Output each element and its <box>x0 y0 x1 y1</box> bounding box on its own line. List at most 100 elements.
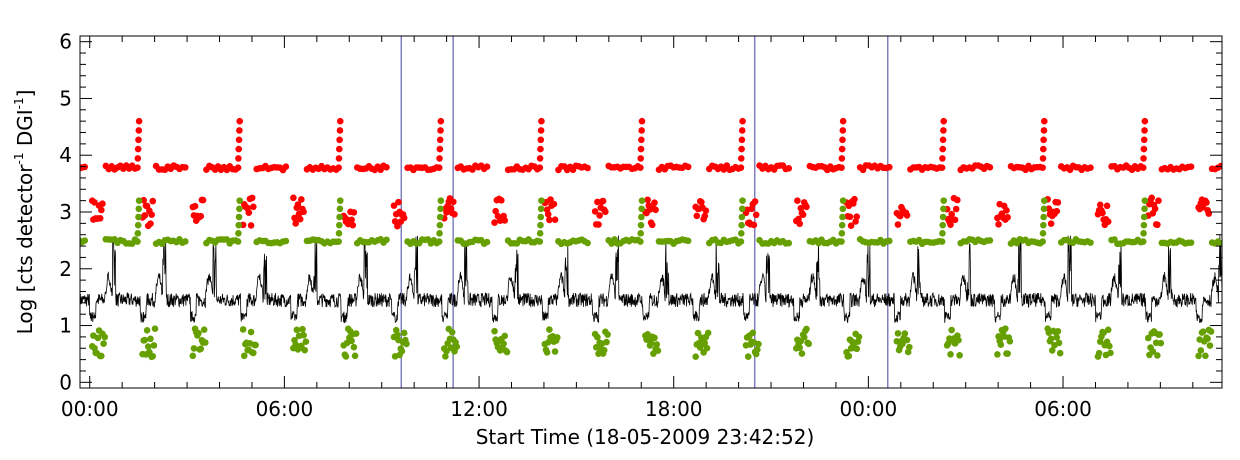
red-series-point <box>599 197 607 205</box>
green-series-point <box>785 239 793 247</box>
red-series-point <box>851 195 858 203</box>
green-series-point <box>537 221 544 229</box>
green-series-point <box>1139 238 1147 245</box>
green-series-point <box>100 340 107 347</box>
red-series-point <box>847 222 855 229</box>
green-series-point <box>647 339 655 347</box>
red-series-point <box>652 206 659 214</box>
green-series-point <box>40 352 47 359</box>
x-tick-label: 00:00 <box>840 397 898 421</box>
red-series-point <box>292 220 299 227</box>
green-series-point <box>551 348 559 355</box>
green-series-point <box>436 213 444 221</box>
green-series-point <box>350 343 358 351</box>
red-series-point <box>44 206 51 213</box>
x-tick-label: 06:00 <box>1034 397 1092 421</box>
red-series-point <box>348 216 355 224</box>
red-series-point <box>751 198 759 205</box>
green-series-point <box>51 346 58 353</box>
red-series-point <box>538 117 545 125</box>
red-series-point <box>290 194 297 202</box>
green-series-point <box>336 213 343 221</box>
red-series-point <box>234 164 242 172</box>
green-series-point <box>1106 342 1113 350</box>
green-series-point <box>149 352 157 360</box>
green-series-point <box>839 205 847 213</box>
red-series-point <box>48 199 55 206</box>
red-series-point <box>954 196 961 204</box>
red-series-point <box>483 163 491 170</box>
red-series-point <box>235 155 242 162</box>
green-series-point <box>236 205 243 213</box>
red-series-point <box>838 164 845 172</box>
red-series-point <box>1053 207 1061 215</box>
red-series-point <box>886 163 893 171</box>
green-series-point <box>637 230 644 237</box>
data-series <box>40 117 1222 361</box>
red-series-point <box>794 197 801 204</box>
red-series-point <box>838 145 846 153</box>
green-series-point <box>135 197 143 204</box>
green-series-point <box>939 213 947 221</box>
red-series-point <box>294 201 302 208</box>
green-series-point <box>202 339 209 346</box>
red-series-point <box>698 198 705 206</box>
green-series-point <box>437 197 445 204</box>
green-series-point <box>48 331 55 338</box>
red-series-point <box>435 164 443 172</box>
green-series-point <box>704 329 712 337</box>
green-series-point <box>141 336 149 344</box>
green-series-point <box>64 237 71 244</box>
green-series-point <box>796 344 803 351</box>
green-series-point <box>853 345 861 353</box>
green-series-point <box>1087 239 1094 246</box>
green-series-point <box>52 239 59 246</box>
green-series-point <box>638 213 645 221</box>
red-series-point <box>1139 164 1147 172</box>
red-series-point <box>135 127 143 134</box>
red-series-point <box>846 213 854 221</box>
red-series-point <box>1154 221 1161 229</box>
red-series-point <box>550 200 558 208</box>
green-series-point <box>986 237 994 244</box>
green-series-point <box>453 343 461 350</box>
red-series-point <box>437 127 444 134</box>
red-series-point <box>951 216 959 224</box>
red-series-point <box>298 196 305 203</box>
green-series-point <box>1157 339 1165 347</box>
green-series-point <box>436 230 443 237</box>
green-series-point <box>197 345 205 353</box>
red-series-point <box>1187 163 1195 170</box>
red-series-point <box>591 208 599 215</box>
red-series-point <box>796 220 803 228</box>
red-series-point <box>738 145 745 153</box>
red-series-point <box>1096 201 1104 209</box>
green-series-point <box>1039 230 1047 237</box>
green-series-point <box>1141 205 1148 213</box>
red-series-point <box>394 222 401 230</box>
green-series-point <box>1040 197 1048 204</box>
x-tick-label: 18:00 <box>645 397 703 421</box>
green-series-point <box>939 221 947 229</box>
green-series-point <box>394 331 401 339</box>
red-series-point <box>134 145 142 153</box>
green-series-point <box>135 213 142 221</box>
green-series-point <box>994 351 1001 358</box>
red-series-point <box>436 145 444 153</box>
green-series-point <box>1002 325 1009 332</box>
red-series-point <box>1004 214 1011 221</box>
green-series-point <box>336 221 343 229</box>
green-series-point <box>448 328 456 336</box>
green-series-point <box>1141 197 1149 204</box>
red-series-point <box>803 203 810 211</box>
green-series-point <box>403 340 410 348</box>
red-series-point <box>336 127 344 134</box>
green-series-point <box>240 352 248 360</box>
red-series-point <box>45 207 52 214</box>
green-series-point <box>45 350 52 357</box>
red-series-point <box>296 215 304 223</box>
green-series-point <box>41 332 48 339</box>
red-series-point <box>1040 145 1047 153</box>
green-series-point <box>49 330 56 337</box>
red-series-point <box>197 212 205 220</box>
